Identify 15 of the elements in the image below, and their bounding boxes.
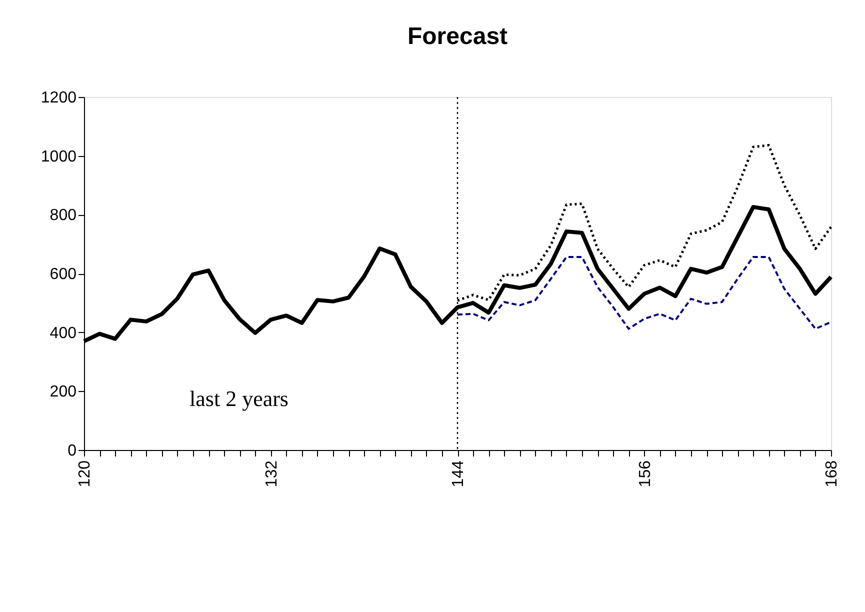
x-tick-label: 144 — [450, 460, 467, 488]
chart-title: Forecast — [407, 23, 508, 50]
y-tick-label: 1000 — [40, 148, 77, 166]
y-tick-label: 800 — [50, 207, 77, 224]
y-tick-label: 1200 — [40, 90, 77, 106]
x-tick-label: 132 — [263, 460, 280, 488]
y-tick-label: 400 — [50, 324, 77, 342]
line-series — [456, 256, 832, 330]
x-tick-label: 156 — [636, 460, 654, 488]
y-tick-label: 0 — [68, 442, 77, 460]
x-tick-label: 120 — [76, 460, 94, 488]
x-tick-label: 168 — [824, 460, 840, 488]
y-tick-label: 600 — [50, 266, 77, 283]
y-tick-label: 200 — [50, 384, 77, 401]
annotation: last 2 years — [190, 386, 288, 411]
